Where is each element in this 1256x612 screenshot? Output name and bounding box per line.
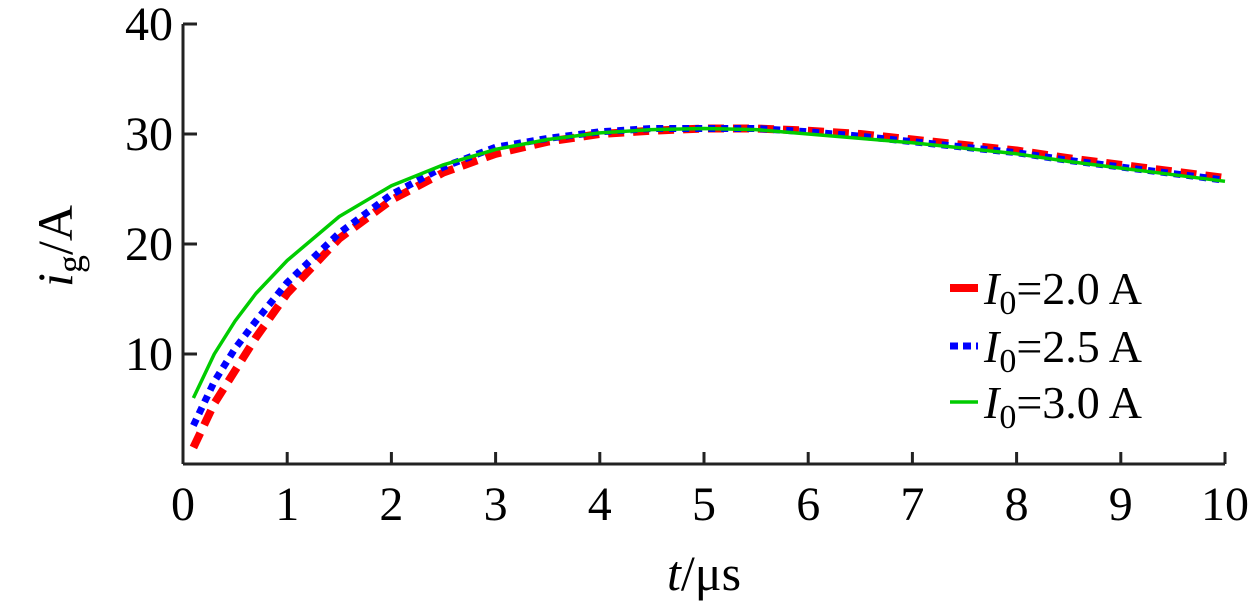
x-tick-label: 1 [275,478,299,531]
y-tick-label: 40 [125,0,173,51]
x-tick-label: 6 [796,478,820,531]
x-axis-label: t/μs [667,545,741,601]
legend-label-1: I0=2.0 A [983,263,1142,322]
x-tick-label: 4 [588,478,612,531]
x-tick-label: 5 [692,478,716,531]
y-axis-label: ig/A [27,205,90,287]
series-line-3 [191,126,1226,399]
x-tick-label: 10 [1201,478,1249,531]
y-tick-label: 20 [125,218,173,271]
legend-label-3: I0=3.0 A [983,377,1142,436]
x-tick-label: 2 [379,478,403,531]
y-tick-label: 10 [125,328,173,381]
y-tick-label: 30 [125,108,173,161]
x-tick-label: 0 [171,478,195,531]
legend: I0=2.0 AI0=2.5 AI0=3.0 A [950,263,1142,436]
x-tick-label: 8 [1005,478,1029,531]
legend-label-2: I0=2.5 A [983,321,1142,380]
plot-area [189,124,1226,450]
x-tick-label: 3 [484,478,508,531]
x-ticks: 0 1 2 3 4 5 6 7 8 9 10 [171,452,1249,531]
x-tick-label: 9 [1109,478,1133,531]
y-ticks: 10 20 30 40 [125,0,197,381]
x-tick-label: 7 [900,478,924,531]
